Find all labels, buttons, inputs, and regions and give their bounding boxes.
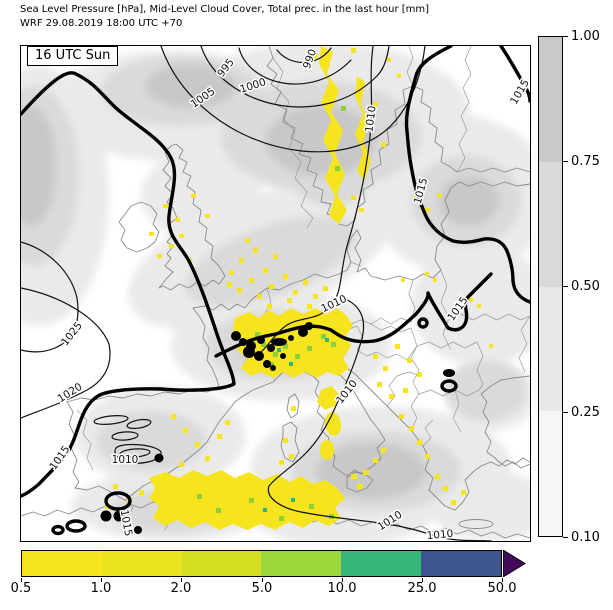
cloud-colorbar-segment: [539, 37, 562, 162]
precip-colorbar-tick: [342, 578, 343, 582]
precip-colorbar-tick: [101, 578, 102, 582]
cloud-colorbar-tick-label: 0.25: [571, 405, 600, 420]
precip-colorbar-tick: [181, 578, 182, 582]
isobar-closed-blobs: [100, 322, 455, 534]
precip-colorbar: [21, 550, 502, 577]
cloud-colorbar-tick: [563, 537, 568, 538]
isobar-label: 1010: [112, 454, 139, 466]
isobars-thin: [21, 46, 492, 541]
title-line-2: WRF 29.08.2019 18:00 UTC +70: [20, 17, 183, 29]
precip-cells: [105, 48, 493, 509]
figure-title: Sea Level Pressure [hPa], Mid-Level Clou…: [20, 3, 429, 30]
isobar-label: 1015: [47, 444, 72, 473]
precip-colorbar-tick-label: 2.0: [170, 581, 192, 596]
cloud-colorbar-segment: [539, 286, 562, 412]
precip-colorbar-overflow-arrow: [503, 550, 526, 577]
cloud-cover-colorbar: [538, 36, 563, 537]
weather-map-canvas: 995 990 1000 1005 1010 1015 1015 1010 10…: [21, 46, 530, 541]
weather-map: 995 990 1000 1005 1010 1015 1015 1010 10…: [20, 45, 531, 542]
precip-colorbar-segment: [421, 551, 501, 576]
precip-colorbar-tick-label: 1.0: [90, 581, 112, 596]
cloud-colorbar-tick-label: 0.50: [571, 279, 600, 294]
precip-colorbar-tick-label: 25.0: [407, 581, 437, 596]
isobar-label: 1010: [363, 105, 378, 133]
precip-colorbar-segment: [101, 551, 182, 576]
precip-colorbar-tick: [262, 578, 263, 582]
precip-layer: [105, 46, 493, 530]
precip-colorbar-tick-label: 10.0: [327, 581, 357, 596]
cloud-colorbar-segment: [539, 411, 562, 536]
precip-colorbar-tick-label: 0.5: [10, 581, 32, 596]
valid-time-badge: 16 UTC Sun: [27, 46, 119, 66]
title-line-1: Sea Level Pressure [hPa], Mid-Level Clou…: [20, 4, 430, 15]
cloud-layer-dark: [21, 64, 499, 499]
cloud-colorbar-tick-label: 0.10: [571, 530, 600, 545]
precip-colorbar-tick-label: 50.0: [487, 581, 517, 596]
precip-colorbar-segment: [261, 551, 342, 576]
isobar-label: 1010: [426, 528, 454, 541]
precip-extreme-cells: [263, 338, 329, 512]
cloud-colorbar-tick: [563, 412, 568, 413]
cloud-colorbar-tick-label: 0.75: [571, 154, 600, 169]
isobar-label: 1015: [508, 77, 530, 106]
cloud-colorbar-tick-label: 1.00: [571, 29, 600, 44]
cloud-colorbar-segment: [539, 161, 562, 287]
isobars-bold: [21, 46, 530, 536]
cloud-colorbar-tick: [563, 286, 568, 287]
cloud-colorbar-tick: [563, 36, 568, 37]
precip-colorbar-segment: [22, 551, 102, 576]
cloud-colorbar-tick: [563, 161, 568, 162]
precip-colorbar-segment: [341, 551, 422, 576]
precip-colorbar-segment: [181, 551, 262, 576]
precip-colorbar-tick: [21, 578, 22, 582]
precip-colorbar-tick: [422, 578, 423, 582]
precip-colorbar-tick: [502, 578, 503, 582]
isobar-label: 1025: [59, 320, 85, 348]
precip-colorbar-tick-label: 5.0: [251, 581, 273, 596]
